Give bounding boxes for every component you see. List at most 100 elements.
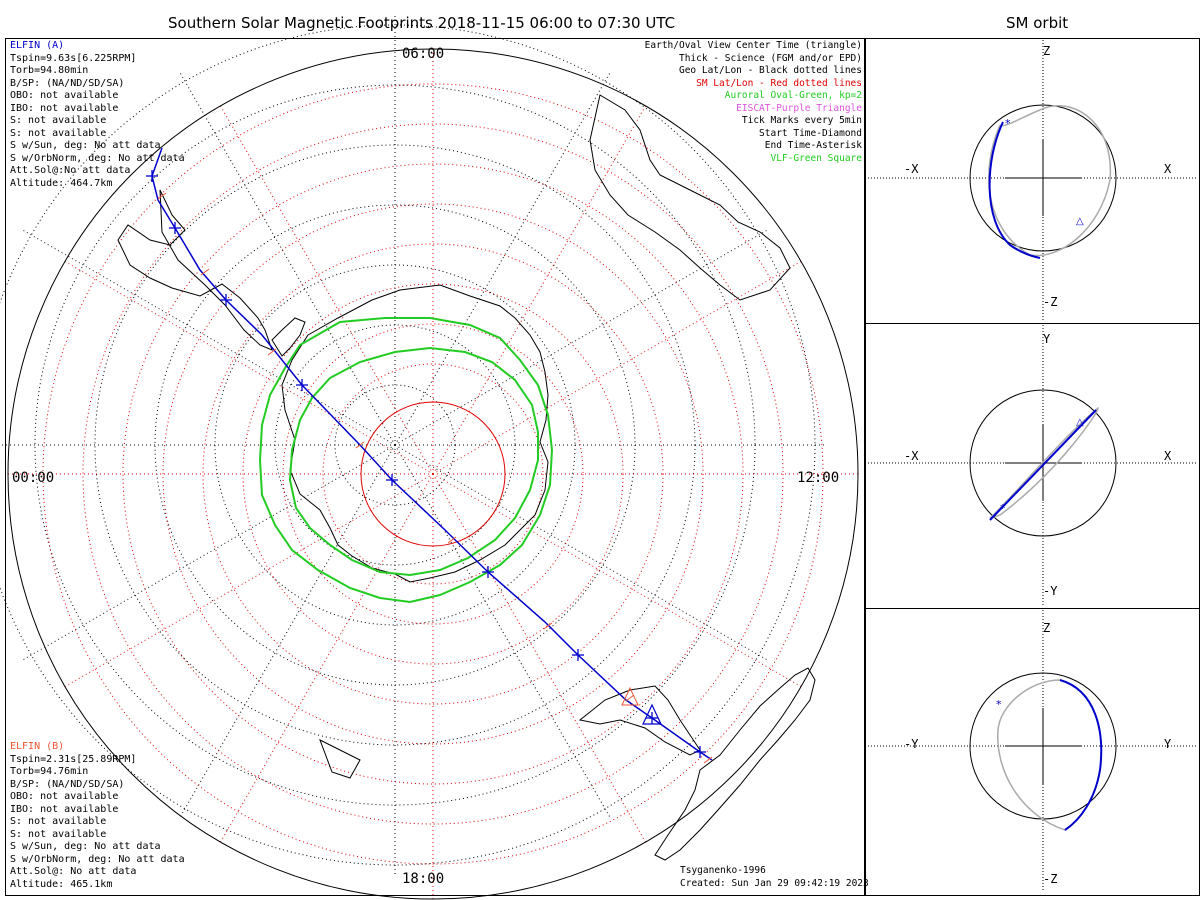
time-label-left: 00:00 (12, 470, 55, 486)
orbit3-left: -Y (904, 737, 919, 751)
elfin-b-tick (447, 536, 457, 544)
sm-lon-line (432, 261, 802, 475)
elfin-b-name: ELFIN (B) (10, 741, 65, 752)
elfin-a-line: Att.Sol@:No att data (10, 165, 131, 176)
elfin-b-line: Altitude: 465.1km (10, 878, 113, 890)
sm-lat-circle (322, 363, 544, 585)
sm-lon-line (432, 473, 646, 843)
elfin-b-tick (200, 268, 210, 276)
legend-item: Auroral Oval-Green, kp=2 (724, 90, 862, 101)
legend-item: Start Time-Diamond (759, 127, 862, 139)
elfin-b-line: OBO: not available (10, 791, 119, 802)
legend-item: End Time-Asterisk (764, 140, 862, 151)
map-horizon (7, 48, 859, 900)
elfin-b-line: S w/Sun, deg: No att data (10, 841, 161, 852)
sm-lat-circle (202, 243, 664, 705)
coastline-africa (589, 94, 791, 301)
elfin-b-line: Tspin=2.31s[25.89RPM] (10, 753, 137, 765)
coastline-antarctica (271, 284, 549, 583)
elfin-a-name: ELFIN (A) (10, 40, 65, 51)
geo-lon-line (22, 229, 396, 446)
elfin-a-line: Tspin=9.63s[6.225RPM] (10, 52, 137, 64)
sm-lon-line (64, 473, 434, 687)
orbit1-top: Z (1043, 44, 1051, 58)
geo-lon-line (179, 444, 396, 818)
elfin-b-line: Torb=94.76min (10, 766, 89, 777)
geo-lon-line (22, 444, 396, 661)
legend-item: SM Lat/Lon - Red dotted lines (696, 77, 862, 89)
map-panel-frame (5, 38, 865, 896)
orbit1-left: -X (904, 162, 919, 176)
elfin-a-line: IBO: not available (10, 102, 119, 114)
elfin-b-info: ELFIN (B) Tspin=2.31s[25.89RPM] Torb=94.… (10, 741, 185, 891)
orbit2-top: Y (1043, 332, 1051, 346)
elfin-b-triangle (621, 686, 639, 706)
legend-item: EISCAT-Purple Triangle (736, 102, 862, 114)
time-label-bottom: 18:00 (402, 871, 445, 887)
sm-lat-circle (122, 163, 744, 785)
sm-lon-line (432, 473, 802, 687)
legend-item: Earth/Oval View Center Time (triangle) (644, 40, 862, 51)
created-label: Created: Sun Jan 29 09:42:19 2023 (680, 878, 869, 889)
elfin-b-tick (543, 622, 553, 630)
elfin-a-line: B/SP: (NA/ND/SD/SA) (10, 77, 125, 89)
auroral-ovals (258, 317, 554, 604)
legend-item: VLF-Green Square (770, 152, 862, 164)
geo-lon-line (394, 229, 768, 446)
elfin-b-line: B/SP: (NA/ND/SD/SA) (10, 778, 125, 790)
geo-lon-line (394, 444, 768, 661)
sm-lat-circle (42, 83, 824, 865)
orbit3-bottom: -Z (1043, 872, 1058, 886)
sm-lon-line (220, 105, 434, 475)
elfin-a-line: S w/OrbNorm, deg: No att data (10, 152, 185, 164)
orbit1-right: X (1164, 162, 1172, 176)
sm-lat-circle (242, 283, 624, 665)
orbit-panel-1-frame (865, 38, 1200, 324)
view-center-triangle (642, 703, 662, 725)
elfin-b-tick (157, 192, 167, 200)
model-label: Tsyganenko-1996 (680, 865, 766, 876)
elfin-a-line: S: not available (10, 127, 107, 139)
elfin-a-path (151, 147, 713, 761)
elfin-b-line: S: not available (10, 828, 107, 840)
elfin-b-line: S: not available (10, 816, 107, 827)
elfin-a-line: OBO: not available (10, 90, 119, 101)
orbit1-bottom: -Z (1043, 295, 1058, 309)
elfin-a-info: ELFIN (A) Tspin=9.63s[6.225RPM] Torb=94.… (10, 40, 185, 190)
time-label-right: 12:00 (797, 470, 840, 486)
sm-lon-line (64, 261, 434, 475)
sm-lat-circle (82, 123, 784, 825)
elfin-a-line: Altitude: 464.7km (10, 177, 113, 189)
orbit-panel-3-frame (865, 608, 1200, 896)
sm-grid (8, 49, 858, 899)
legend-item: Thick - Science (FGM and/or EPD) (678, 52, 862, 64)
orbit2-left: -X (904, 449, 919, 463)
elfin-b-line: S w/OrbNorm, deg: No att data (10, 853, 185, 865)
geo-grid (0, 15, 825, 875)
sm-lon-line (220, 473, 434, 843)
elfin-b-tick (703, 756, 713, 764)
orbit2-right: X (1164, 449, 1172, 463)
elfin-b-line: Att.Sol@: No att data (10, 866, 137, 877)
legend-item: Tick Marks every 5min (741, 115, 862, 126)
time-label-top: 06:00 (402, 46, 445, 62)
elfin-b-tick (355, 441, 365, 449)
orbit-panel-2-frame (865, 323, 1200, 609)
coastline-south-america (117, 189, 273, 351)
orbit3-right: Y (1164, 737, 1172, 751)
orbit3-top: Z (1043, 621, 1051, 635)
geo-lon-line (394, 444, 611, 818)
geo-lon-line (179, 72, 396, 446)
elfin-b-tick (267, 348, 277, 356)
elfin-a-line: S: not available (10, 115, 107, 126)
elfin-a-line: Torb=94.80min (10, 65, 89, 76)
geo-lon-line (394, 72, 611, 446)
elfin-b-track (157, 192, 713, 764)
elfin-a-line: S w/Sun, deg: No att data (10, 140, 161, 151)
orbit2-bottom: -Y (1043, 584, 1058, 598)
sm-lat-circle (282, 323, 584, 625)
elfin-b-tick (625, 694, 635, 702)
sm-lon-line (432, 105, 646, 475)
legend: Earth/Oval View Center Time (triangle) T… (645, 40, 862, 165)
